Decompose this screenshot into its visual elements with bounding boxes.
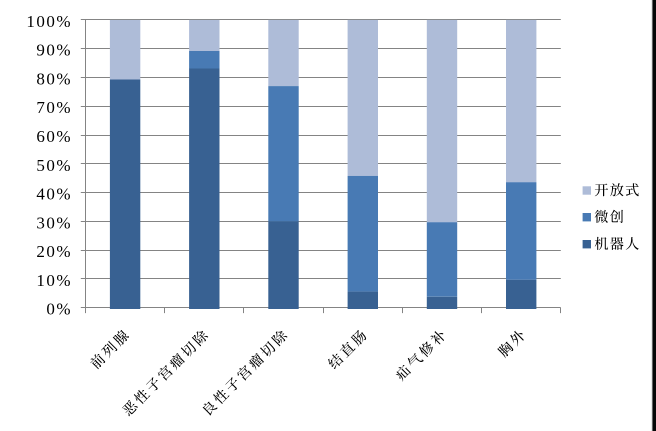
svg-text:70%: 70% [36,98,72,117]
svg-text:40%: 40% [36,185,72,204]
svg-text:90%: 90% [36,41,72,60]
svg-text:30%: 30% [36,213,72,232]
svg-text:100%: 100% [26,12,72,31]
svg-text:0%: 0% [46,300,72,319]
svg-text:60%: 60% [36,127,72,146]
svg-text:10%: 10% [36,271,72,290]
svg-text:50%: 50% [36,156,72,175]
svg-text:20%: 20% [36,242,72,261]
svg-text:80%: 80% [36,70,72,89]
